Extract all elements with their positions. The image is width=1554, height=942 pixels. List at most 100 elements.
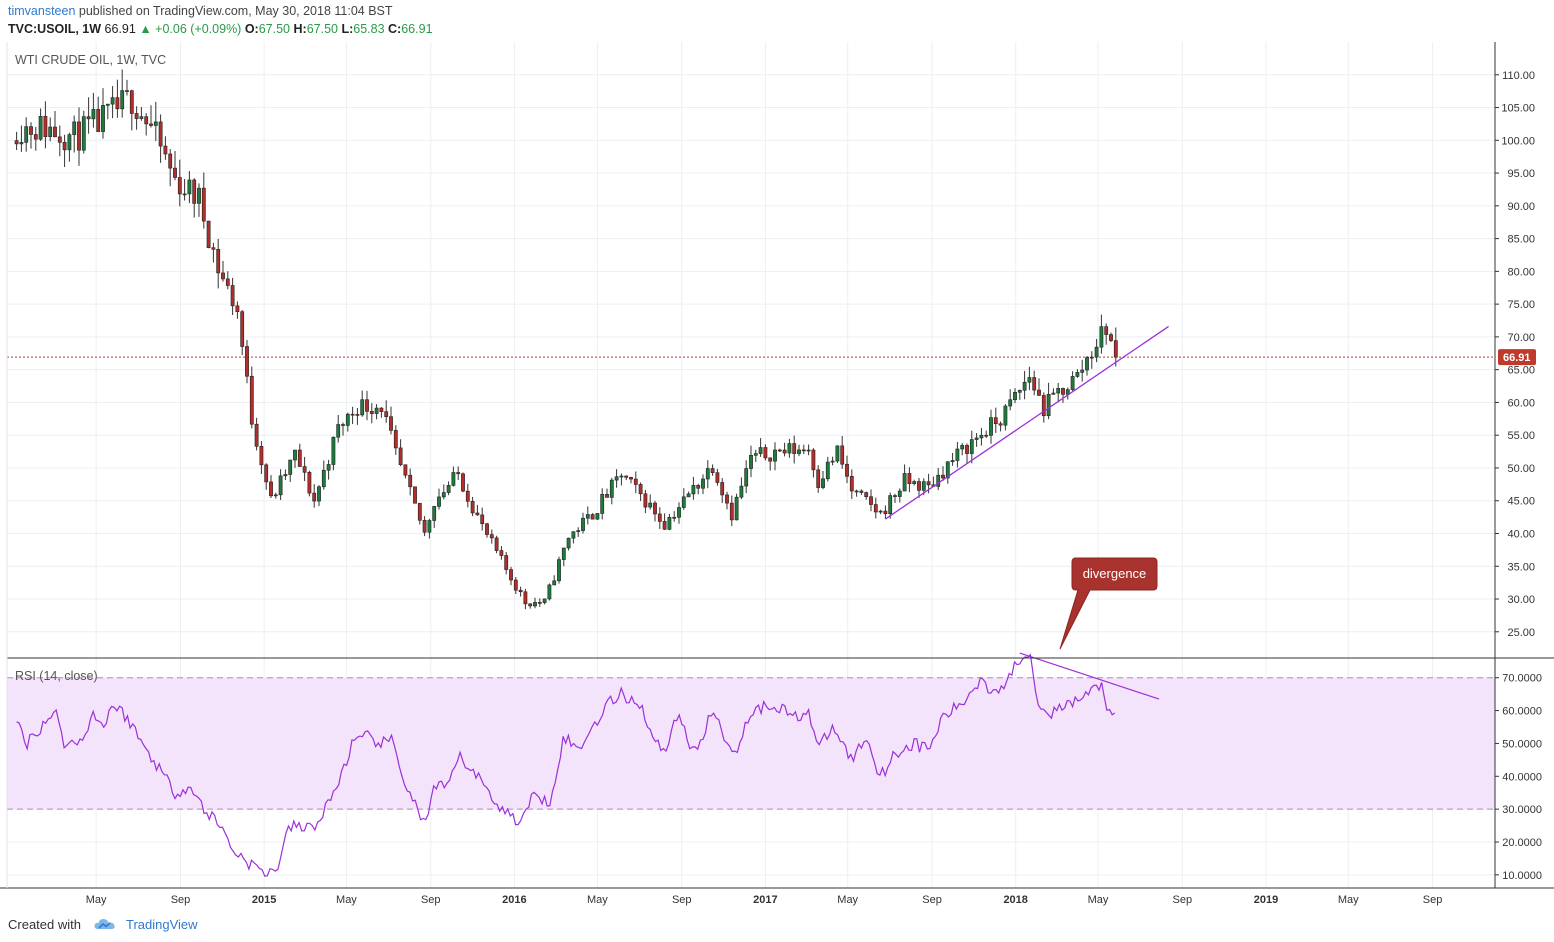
candle-44 [225,271,230,290]
rsi-tick-2: 50.0000 [1502,738,1542,750]
candle-body [715,472,720,483]
candle-140 [686,491,691,498]
tradingview-cloud-icon[interactable] [93,917,117,934]
candle-body [614,476,619,481]
candle-89 [441,484,446,500]
time-axis[interactable]: May Sep 2015 May Sep 2016 May Sep 2017 May Sep 2018… [86,894,1443,906]
candle-217 [1056,382,1061,403]
rsi-band-lines [7,677,1495,810]
candle-body [398,447,403,466]
candle-body [53,126,57,138]
candle-92 [456,466,461,481]
price-trendline[interactable] [885,325,1169,520]
candle-163 [797,444,801,457]
candle-body [936,474,941,487]
last-price-badge-label: 66.91 [1503,352,1531,364]
candle-105 [518,586,523,597]
candle-body [1075,372,1080,377]
candle-body [29,126,33,135]
candle-body [576,530,581,532]
candle-body [441,492,446,498]
price-tick-12: 50.00 [1507,463,1535,475]
price-tick-10: 60.00 [1507,397,1535,409]
candle-body [350,413,355,416]
candle-12 [72,115,77,153]
candle-body [811,449,816,471]
candle-body [561,547,566,560]
candle-body [667,516,672,530]
candle-159 [777,448,782,453]
candle-75 [374,404,379,420]
candle-body [77,121,81,151]
tradingview-link[interactable]: TradingView [126,917,198,932]
candle-211 [1027,366,1032,391]
last-price-badge-bg [1498,349,1536,366]
candle-body [1099,326,1104,348]
candle-body [413,486,417,504]
candle-99 [489,529,494,544]
candle-218 [1061,387,1065,403]
candle-body [609,479,614,498]
time-tick-14: 2019 [1254,894,1278,906]
candle-119 [585,506,590,525]
candle-body [393,430,398,449]
candle-224 [1089,351,1094,369]
author-link[interactable]: timvansteen [8,4,76,18]
candle-43 [221,261,225,282]
candle-168 [821,470,825,490]
candle-37 [192,178,197,218]
candle-body [960,445,965,450]
candle-body [566,537,571,549]
candle-body [1032,377,1037,391]
candle-127 [624,475,629,481]
candle-153 [749,445,753,478]
candle-body [461,473,465,492]
candle-body [297,449,302,467]
candle-32 [168,149,173,187]
candle-body [725,494,729,504]
candle-body [302,466,307,473]
time-tick-12: May [1088,894,1109,906]
candle-169 [825,456,830,482]
candle-body [873,504,878,513]
candle-body [499,550,504,556]
candle-body [384,411,389,417]
candle-body [374,407,379,414]
candle-body [67,134,72,151]
candle-body [91,109,96,120]
rsi-axis[interactable]: 70.0000 60.0000 50.0000 40.0000 30.0000 20.00… [1495,673,1542,882]
chart-canvas[interactable]: divergence 110.00 105.00 100.00 95.00 90.00 8… [0,42,1554,908]
candle-171 [835,445,840,464]
candle-body [225,278,230,286]
candle-body [648,502,653,508]
candle-118 [581,512,585,534]
candle-112 [552,575,557,586]
candle-body [523,591,528,605]
candle-body [201,187,206,222]
candle-body [360,399,365,416]
time-tick-8: 2017 [753,894,777,906]
candle-body [216,249,221,274]
price-axis[interactable]: 110.00 105.00 100.00 95.00 90.00 85.00 80.00 75… [1495,70,1535,639]
price-tick-3: 95.00 [1507,168,1535,180]
candle-body [1041,395,1046,417]
rsi-divergence-line[interactable] [1019,652,1160,700]
publish-info: timvansteen published on TradingView.com… [8,4,393,18]
candle-107 [528,603,533,609]
time-tick-0: May [86,894,107,906]
candle-54 [273,492,278,499]
candle-150 [734,493,739,521]
candle-body [1085,357,1089,371]
divergence-callout[interactable]: divergence [1059,557,1158,650]
candle-body [379,407,384,412]
candle-body [62,141,67,151]
candle-body [1027,377,1032,383]
chart-header: timvansteen published on TradingView.com… [0,0,1554,42]
candle-body [326,464,331,471]
candle-45 [230,277,235,316]
candle-body [278,475,283,496]
candle-95 [470,496,475,517]
candle-body [494,537,499,551]
candle-120 [590,513,595,520]
candle-body [720,482,725,496]
